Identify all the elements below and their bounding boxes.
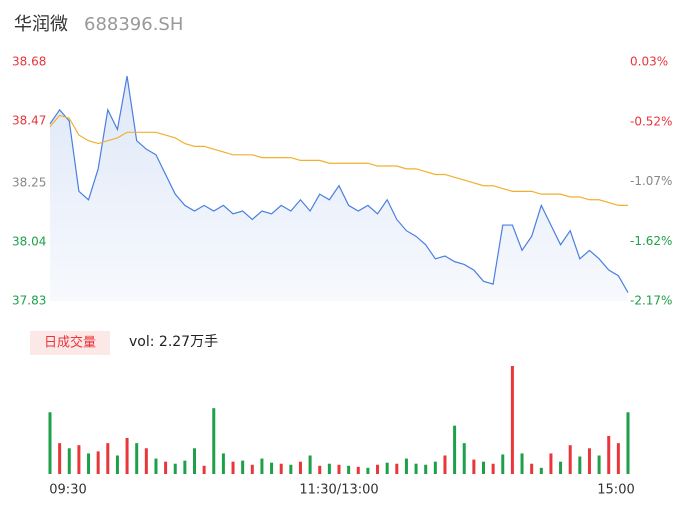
volume-tag-bg — [30, 331, 110, 355]
volume-bar — [462, 443, 466, 474]
volume-bar — [327, 463, 331, 474]
y-tick-label: 37.83 — [12, 294, 46, 308]
volume-bar — [424, 464, 428, 474]
price-area — [50, 76, 628, 301]
volume-bar — [453, 425, 457, 474]
y2-tick-label: -2.17% — [630, 294, 672, 308]
y-tick-label: 38.04 — [12, 234, 46, 248]
volume-bar — [578, 456, 582, 474]
volume-bar — [96, 451, 100, 474]
volume-bar — [308, 455, 312, 474]
volume-bar — [279, 463, 283, 474]
volume-bar — [366, 467, 370, 474]
y-tick-label: 38.47 — [12, 114, 46, 128]
volume-tag: 日成交量 — [44, 335, 96, 351]
volume-bar — [173, 463, 177, 474]
volume-bar — [433, 461, 437, 474]
volume-bar — [241, 460, 245, 474]
volume-bar — [491, 463, 495, 474]
volume-bar — [231, 461, 235, 474]
volume-bar — [616, 443, 620, 474]
volume-bar — [376, 464, 380, 474]
volume-bar — [347, 465, 351, 474]
volume-bar — [510, 366, 514, 474]
y-tick-label: 38.68 — [12, 55, 46, 69]
volume-bar — [135, 443, 139, 474]
volume-bar — [404, 458, 408, 474]
volume-bar — [568, 445, 572, 474]
y2-tick-label: -0.52% — [630, 114, 672, 128]
series-line — [49, 114, 628, 206]
volume-bar — [58, 443, 62, 474]
volume-bar — [48, 412, 52, 474]
volume-bar — [115, 455, 119, 474]
x-tick-label: 15:00 — [597, 483, 634, 498]
volume-bar — [87, 453, 91, 474]
volume-bar — [183, 460, 187, 474]
volume-bar — [106, 443, 110, 474]
volume-bar — [125, 438, 129, 474]
volume-bar — [67, 448, 71, 474]
x-tick-label: 11:30/13:00 — [299, 483, 378, 498]
volume-bar — [164, 461, 168, 474]
volume-bar — [597, 455, 601, 474]
y2-tick-label: 0.03% — [630, 55, 668, 69]
series-line — [49, 75, 629, 293]
volume-bar — [482, 461, 485, 474]
stock-name: 华润微 — [14, 14, 68, 35]
x-tick-label: 09:30 — [49, 483, 86, 498]
volume-bar — [472, 459, 476, 474]
volume-bar — [385, 462, 389, 474]
y2-tick-label: -1.62% — [630, 234, 672, 248]
volume-bar — [356, 466, 360, 474]
volume-bar — [260, 458, 264, 474]
volume-bar — [154, 458, 158, 474]
volume-bar — [337, 464, 341, 474]
volume-bar — [212, 408, 216, 474]
volume-bar — [530, 463, 534, 474]
volume-bar — [144, 448, 148, 474]
volume-bar — [202, 465, 206, 474]
volume-bar — [395, 463, 399, 474]
volume-bar — [607, 435, 611, 474]
volume-bar — [289, 464, 293, 474]
volume-bar — [221, 453, 225, 474]
volume-bar — [250, 464, 254, 474]
stock-code: 688396.SH — [84, 14, 183, 35]
volume-bar — [414, 463, 418, 474]
y2-tick-label: -1.07% — [630, 174, 672, 188]
y-tick-label: 38.25 — [12, 175, 46, 189]
volume-bar — [318, 465, 322, 474]
volume-bar — [559, 461, 563, 474]
volume-bar — [501, 454, 505, 474]
volume-bar — [77, 445, 81, 474]
volume-bar — [587, 448, 591, 474]
volume-bar — [193, 448, 196, 474]
volume-bar — [298, 461, 302, 474]
volume-total: vol: 2.27万手 — [129, 334, 218, 350]
volume-bar — [520, 453, 524, 474]
volume-bar — [539, 467, 543, 474]
volume-bar — [549, 453, 553, 474]
volume-bar — [443, 455, 447, 474]
volume-bar — [270, 462, 274, 474]
volume-bar — [626, 412, 630, 474]
